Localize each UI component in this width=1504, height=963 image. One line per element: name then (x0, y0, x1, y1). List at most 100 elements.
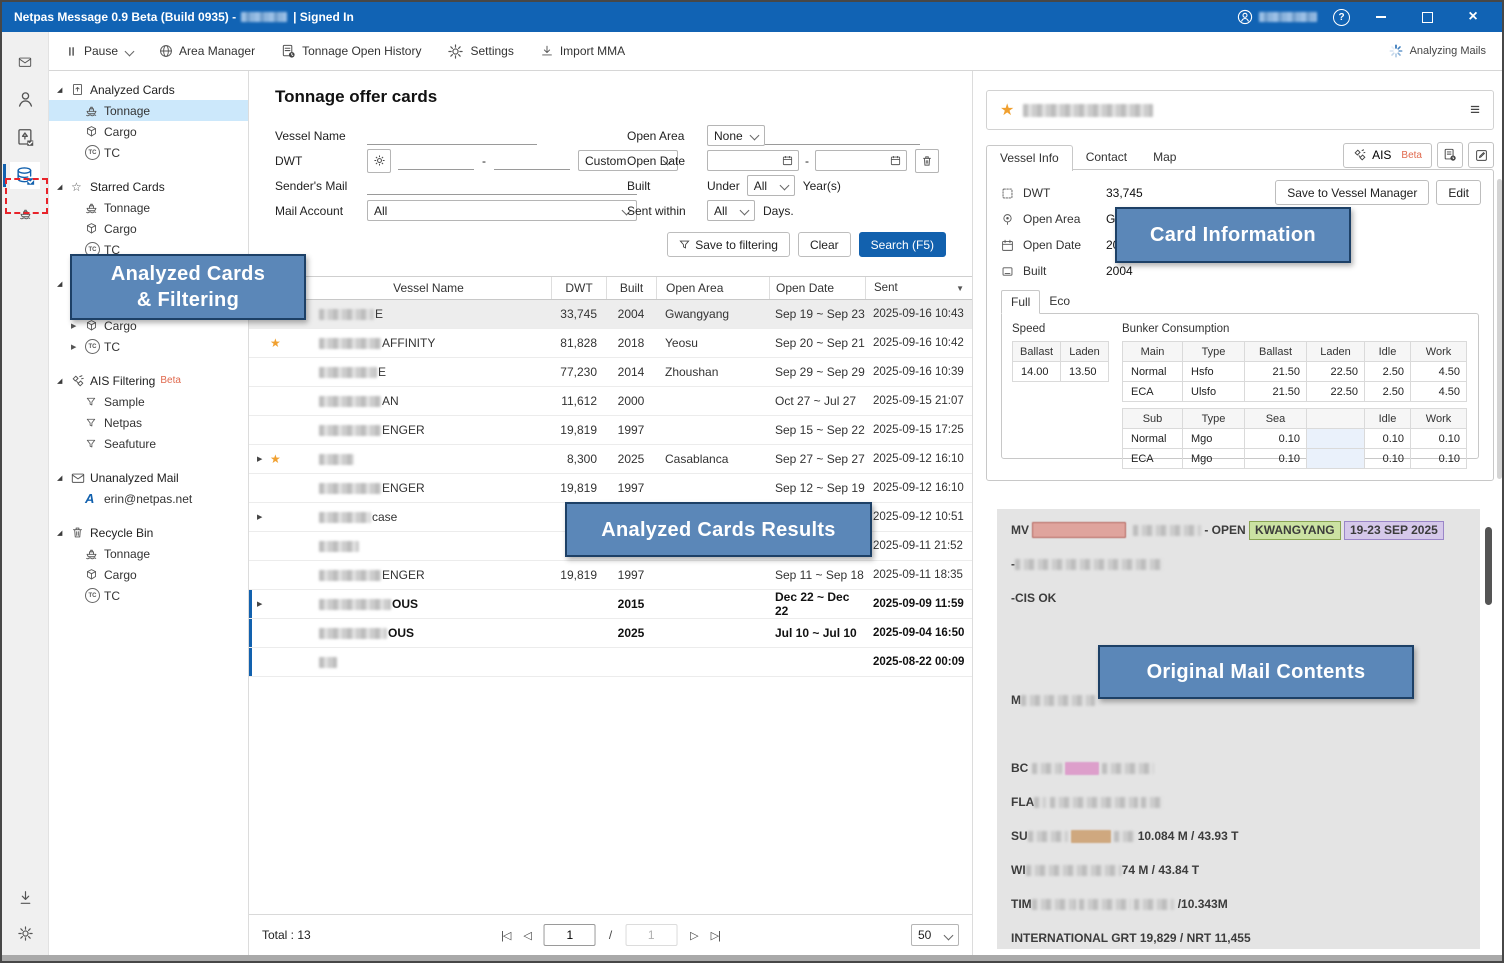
dwt-to-input[interactable] (494, 151, 570, 170)
sidebar-item-starred-cards-cargo[interactable]: Cargo (49, 218, 248, 239)
edit-button[interactable]: Edit (1436, 180, 1481, 205)
toolbar-tonnage-open-history-button[interactable]: Tonnage Open History (281, 44, 421, 59)
mail-account-select[interactable]: All (367, 200, 637, 221)
tab-contact[interactable]: Contact (1073, 145, 1140, 170)
last-page-button[interactable]: ▷| (711, 929, 720, 942)
star-icon[interactable]: ★ (1000, 100, 1014, 120)
tree-expand-icon[interactable]: ◢ (57, 86, 71, 94)
ais-button[interactable]: AIS Beta (1343, 143, 1432, 168)
sidebar-item-analyzed-cards-cargo[interactable]: Cargo (49, 121, 248, 142)
table-row[interactable]: ▶★8,3002025CasablancaSep 27 ~ Sep 272025… (249, 445, 972, 474)
sidebar-item-ais-filtering-netpas[interactable]: Netpas (49, 412, 248, 433)
rail-gear-button[interactable] (10, 920, 40, 947)
sidebar-item-analyzed-cards-tonnage[interactable]: Tonnage (49, 100, 248, 121)
table-row[interactable]: ENGER19,8191997Sep 12 ~ Sep 192025-09-12… (249, 474, 972, 503)
vessel-name-cell: ENGER (305, 481, 551, 495)
senders-mail-input[interactable] (367, 176, 637, 195)
sidebar-item-ais-filtering-seafuture[interactable]: Seafuture (49, 433, 248, 454)
tree-collapse-icon[interactable]: ▶ (71, 322, 85, 330)
toolbar-import-mma-button[interactable]: Import MMA (540, 44, 625, 58)
sidebar-item-ais-filtering-sample[interactable]: Sample (49, 391, 248, 412)
sidebar-item-recycle-bin-tc[interactable]: TCTC (49, 585, 248, 606)
sent-within-select[interactable]: All (707, 200, 755, 221)
table-row[interactable]: OUS2025Jul 10 ~ Jul 102025-09-04 16:50 (249, 619, 972, 648)
previous-page-button[interactable]: ◁ (523, 929, 530, 942)
table-row[interactable]: ENGER19,8191997Sep 15 ~ Sep 222025-09-15… (249, 416, 972, 445)
help-button[interactable]: ? (1333, 9, 1350, 26)
table-row[interactable]: ▶OUS2015Dec 22 ~ Dec 222025-09-09 11:59 (249, 590, 972, 619)
tab-map[interactable]: Map (1140, 145, 1189, 170)
table-row[interactable]: AN11,6122000Oct 27 ~ Jul 272025-09-15 21… (249, 387, 972, 416)
signed-in-status: | Signed In (293, 10, 354, 24)
save-to-filtering-button[interactable]: Save to filtering (667, 232, 790, 257)
edit-card-button[interactable] (1468, 142, 1494, 168)
tree-expand-icon[interactable]: ◢ (57, 529, 71, 537)
table-row[interactable]: ENGER19,8191997Sep 11 ~ Sep 182025-09-11… (249, 561, 972, 590)
original-mail-contents[interactable]: MV - OPEN KWANGYANG 19-23 SEP 2025--CIS … (997, 509, 1480, 949)
sidebar-group-analyzed-cards[interactable]: ◢Analyzed Cards (49, 79, 248, 100)
mail-scrollbar[interactable] (1485, 527, 1492, 605)
sidebar-item-recycle-bin-tonnage[interactable]: Tonnage (49, 543, 248, 564)
dwt-from-input[interactable] (398, 151, 474, 170)
tab-full[interactable]: Full (1001, 290, 1040, 314)
sidebar-group-ais-filtering[interactable]: ◢AIS FilteringBeta (49, 370, 248, 391)
tree-expand-icon[interactable]: ◢ (57, 183, 71, 191)
tree-expand-icon[interactable]: ◢ (57, 280, 71, 288)
sidebar-item-analyzed-cards-tc[interactable]: TCTC (49, 142, 248, 163)
rail-person-button[interactable] (10, 86, 40, 113)
vessel-name-input[interactable] (367, 126, 537, 145)
row-star-icon[interactable]: ★ (270, 452, 284, 466)
clear-button[interactable]: Clear (798, 232, 851, 257)
page-size-select[interactable]: 50 (911, 924, 959, 946)
account-menu[interactable] (1237, 9, 1317, 25)
tab-vessel-info[interactable]: Vessel Info (986, 145, 1073, 171)
open-date-from-input[interactable] (707, 150, 799, 171)
open-area-select[interactable]: None (707, 125, 765, 146)
open-date-to-input[interactable] (815, 150, 907, 171)
tonnage-open-history-button[interactable] (1437, 142, 1463, 168)
table-row[interactable]: E77,2302014ZhoushanSep 29 ~ Sep 292025-0… (249, 358, 972, 387)
table-row[interactable]: ★AFFINITY81,8282018YeosuSep 20 ~ Sep 212… (249, 329, 972, 358)
toolbar-area-manager-button[interactable]: Area Manager (159, 44, 255, 58)
sidebar-item-starred-cards-tonnage[interactable]: Tonnage (49, 197, 248, 218)
rail-download-button[interactable] (10, 884, 40, 911)
table-row[interactable]: E33,7452004GwangyangSep 19 ~ Sep 232025-… (249, 300, 972, 329)
rail-card-check-button[interactable] (10, 124, 40, 151)
mail-redacted (1032, 763, 1062, 774)
toolbar-settings-button[interactable]: Settings (447, 43, 513, 60)
row-star-icon[interactable]: ★ (270, 336, 284, 350)
sidebar-group-unanalyzed-mail[interactable]: ◢Unanalyzed Mail (49, 467, 248, 488)
save-to-vessel-manager-button[interactable]: Save to Vessel Manager (1275, 180, 1429, 205)
tree-expand-icon[interactable]: ◢ (57, 377, 71, 385)
panel-scrollbar[interactable] (1497, 179, 1502, 479)
row-expand-icon[interactable]: ▶ (257, 600, 267, 608)
close-button[interactable]: × (1458, 2, 1488, 32)
tree-collapse-icon[interactable]: ▶ (71, 343, 85, 351)
tc-icon: TC (85, 339, 104, 354)
sidebar-group-starred-cards[interactable]: ◢☆Starred Cards (49, 176, 248, 197)
minimize-button[interactable] (1366, 2, 1396, 32)
sidebar-item-unanalyzed-mail-erin-netpas-net[interactable]: Aerin@netpas.net (49, 488, 248, 509)
next-page-button[interactable]: ▷ (690, 929, 697, 942)
maximize-button[interactable] (1412, 2, 1442, 32)
sidebar-group-recycle-bin[interactable]: ◢Recycle Bin (49, 522, 248, 543)
tab-eco[interactable]: Eco (1040, 290, 1079, 313)
table-row[interactable]: 2025-08-22 00:09 (249, 648, 972, 677)
sidebar-item-hidden-tc[interactable]: ▶TCTC (49, 336, 248, 357)
menu-icon[interactable]: ≡ (1470, 100, 1480, 120)
row-expand-icon[interactable]: ▶ (257, 513, 267, 521)
row-expand-icon[interactable]: ▶ (257, 455, 267, 463)
dwt-settings-button[interactable] (367, 149, 391, 173)
open-area-input[interactable] (765, 126, 920, 145)
rail-mail-button[interactable] (10, 48, 40, 75)
first-page-button[interactable]: |◁ (501, 929, 510, 942)
clear-date-button[interactable] (915, 149, 939, 173)
toolbar-pause-button[interactable]: Pause (65, 44, 133, 58)
search-button[interactable]: Search (F5) (859, 232, 946, 257)
sort-icon[interactable]: ▼ (956, 284, 964, 293)
sidebar-item-recycle-bin-cargo[interactable]: Cargo (49, 564, 248, 585)
tree-expand-icon[interactable]: ◢ (57, 474, 71, 482)
table-header[interactable]: Vessel Name DWT Built Open Area Open Dat… (249, 276, 972, 300)
page-input[interactable] (544, 924, 596, 946)
built-select[interactable]: All (747, 175, 795, 196)
